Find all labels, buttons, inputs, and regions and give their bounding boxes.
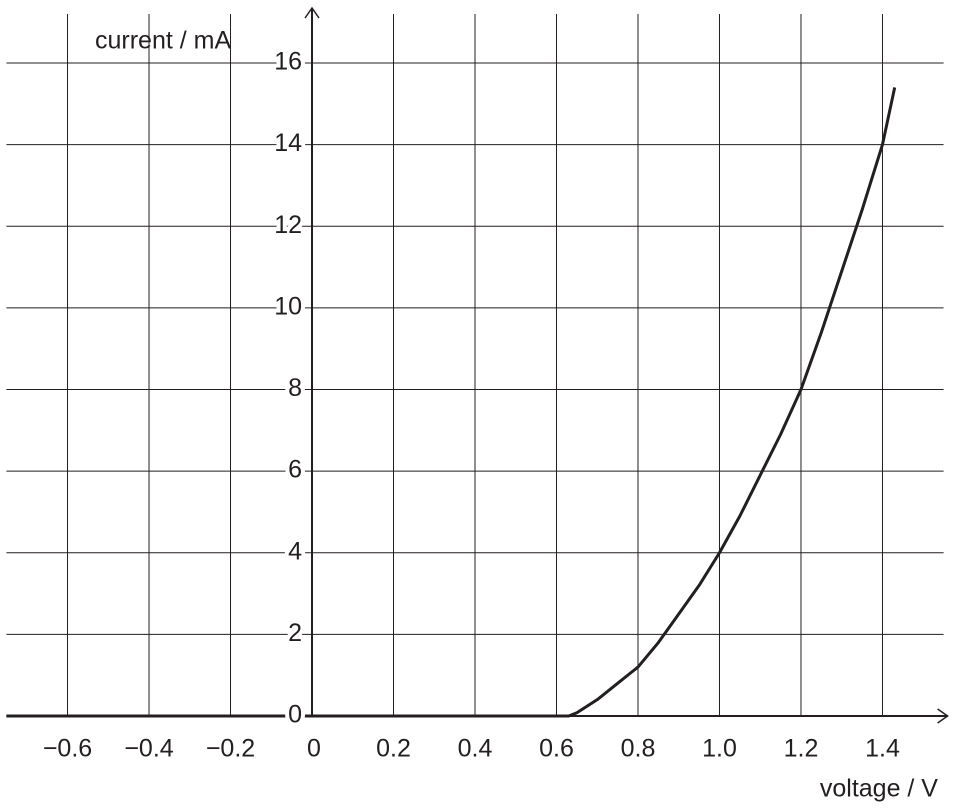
x-tick-label: 1.0 <box>702 735 737 763</box>
x-tick-label: 1.2 <box>784 735 819 763</box>
y-tick-label: 0 <box>288 701 302 729</box>
y-tick-label: 2 <box>288 619 302 647</box>
data-line <box>6 87 897 718</box>
x-axis-label: voltage / V <box>820 775 938 803</box>
y-tick-label: 8 <box>288 374 302 402</box>
grid <box>6 6 949 724</box>
y-tick-label: 6 <box>288 456 302 484</box>
y-tick-label: 14 <box>274 129 302 157</box>
labels: −0.6 −0.4 −0.2 0 0.2 0.4 0.6 0.8 1.0 1.2 1.4 0 2 4 6 8 1… <box>39 44 904 767</box>
x-tick-label: −0.6 <box>43 735 92 763</box>
x-tick-label: 0.4 <box>458 735 493 763</box>
x-tick-label: −0.2 <box>206 735 255 763</box>
x-tick-label: 0.2 <box>376 735 411 763</box>
x-tick-label: −0.4 <box>124 735 173 763</box>
x-tick-label: 0 <box>307 735 321 763</box>
y-axis-label: current / mA <box>95 27 231 55</box>
x-tick-label: 1.4 <box>865 735 900 763</box>
x-tick-label: 0.6 <box>539 735 574 763</box>
x-axis-arrow <box>937 708 949 724</box>
plot <box>6 87 897 718</box>
y-tick-label: 16 <box>274 48 302 76</box>
y-axis-arrow <box>304 6 320 19</box>
y-tick-label: 12 <box>274 211 302 239</box>
y-tick-label: 10 <box>274 292 302 320</box>
y-tick-label: 4 <box>288 537 302 565</box>
x-tick-label: 0.8 <box>621 735 656 763</box>
